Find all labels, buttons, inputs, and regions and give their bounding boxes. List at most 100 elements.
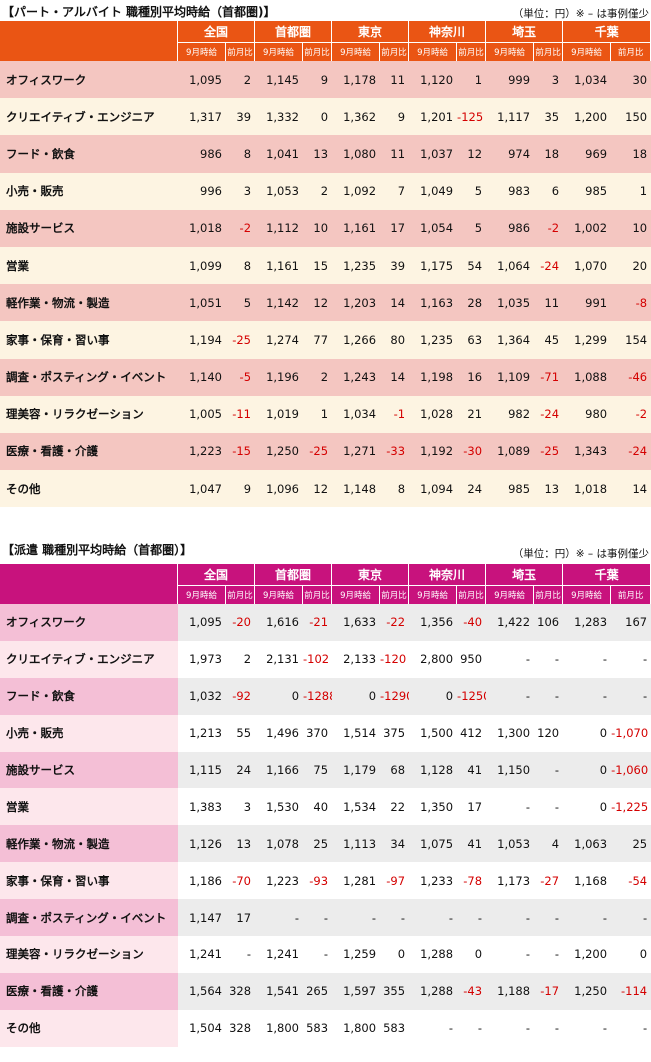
- change-sub-header: 前月比: [457, 586, 487, 604]
- month-change-cell: -21: [303, 604, 333, 641]
- month-change-cell: 150: [611, 98, 651, 136]
- month-change-cell: 1: [611, 172, 651, 210]
- month-change-cell: 950: [457, 640, 487, 678]
- hourly-wage-cell: 1,064: [486, 246, 535, 285]
- month-change-cell: -22: [380, 604, 410, 641]
- month-change-cell: -78: [457, 862, 487, 900]
- month-change-cell: -1,070: [611, 714, 651, 752]
- hourly-wage-cell: 1,281: [332, 862, 381, 900]
- hourly-wage-cell: 999: [486, 61, 535, 99]
- hourly-wage-cell: 1,186: [178, 862, 226, 900]
- hourly-wage-cell: 1,126: [178, 825, 226, 863]
- month-change-cell: 265: [303, 972, 333, 1010]
- region-header: 千葉: [563, 564, 651, 586]
- hourly-wage-cell: 1,271: [332, 432, 381, 471]
- hourly-wage-cell: 1,266: [332, 321, 381, 359]
- table-row: 営業 1,383 3 1,530 40 1,534 22 1,350 17- -0 -1,225: [0, 788, 651, 826]
- month-change-cell: -2: [534, 209, 564, 247]
- part-time-wage-section: 【パート・アルバイト 職種別平均時給（首都圏)】 （単位：円）※ – は事例僅少…: [0, 0, 651, 520]
- month-change-cell: 8: [226, 135, 256, 173]
- month-change-cell: 12: [457, 135, 487, 173]
- header-corner: [0, 21, 178, 61]
- hourly-wage-cell: 1,597: [332, 972, 381, 1010]
- change-sub-header: 前月比: [457, 43, 487, 61]
- month-change-cell: 0: [303, 98, 333, 136]
- month-change-cell: 34: [380, 825, 410, 863]
- month-change-cell: 0: [380, 936, 410, 973]
- hourly-wage-cell: 0: [563, 788, 612, 826]
- month-change-cell: 0: [611, 936, 651, 973]
- month-change-cell: 106: [534, 604, 564, 641]
- month-change-cell: 15: [303, 246, 333, 285]
- month-change-cell: -30: [457, 432, 487, 471]
- month-change-cell: -1: [380, 395, 410, 433]
- hourly-wage-cell: 1,028: [409, 395, 458, 433]
- month-change-cell: 11: [380, 135, 410, 173]
- hourly-wage-cell: 1,002: [563, 209, 612, 247]
- hourly-wage-cell: 1,078: [255, 825, 304, 863]
- hourly-wage-cell: 1,356: [409, 604, 458, 641]
- table-row: フード・飲食1,032-920-12880-12900-1250----: [0, 677, 651, 715]
- month-change-cell: 4: [534, 825, 564, 863]
- month-change-cell: 63: [457, 321, 487, 359]
- hourly-wage-cell: 1,166: [255, 751, 304, 789]
- table-row: オフィスワーク 1,095 -20 1,616 -21 1,633 -22 1,356 -40 1…: [0, 604, 651, 641]
- hourly-wage-cell: 1,168: [563, 862, 612, 900]
- hourly-wage-cell: 1,504: [178, 1009, 226, 1047]
- month-change-cell: -54: [611, 862, 651, 900]
- month-change-cell: 10: [611, 209, 651, 247]
- wage-sub-header: 9月時給: [178, 586, 226, 604]
- part-time-table-title: 【パート・アルバイト 職種別平均時給（首都圏)】: [2, 5, 276, 19]
- month-change-cell: 55: [226, 714, 256, 752]
- change-sub-header: 前月比: [534, 586, 564, 604]
- month-change-cell: -17: [534, 972, 564, 1010]
- month-change-cell: -70: [226, 862, 256, 900]
- hourly-wage-cell: 1,161: [255, 246, 304, 285]
- job-category-label: 理美容・リラクゼーション: [0, 395, 178, 433]
- month-change-cell: 14: [611, 470, 651, 508]
- hourly-wage-cell: 1,032: [178, 677, 226, 715]
- month-change-cell: 8: [380, 470, 410, 508]
- hourly-wage-cell: 1,115: [178, 751, 226, 789]
- job-category-label: その他: [0, 470, 178, 508]
- hourly-wage-cell: 1,005: [178, 395, 226, 433]
- hourly-wage-cell: 1,223: [178, 432, 226, 471]
- wage-sub-header: 9月時給: [332, 586, 381, 604]
- month-change-cell: -93: [303, 862, 333, 900]
- month-change-cell: 17: [226, 899, 256, 937]
- hourly-wage-cell: 0: [332, 677, 381, 715]
- table-row: 家事・保育・習い事 1,194 -25 1,274 77 1,266 80 1,235 63 1,…: [0, 321, 651, 359]
- hourly-wage-cell: -: [563, 677, 612, 715]
- month-change-cell: -33: [380, 432, 410, 471]
- month-change-cell: 28: [457, 284, 487, 322]
- hourly-wage-cell: 1,235: [332, 246, 381, 285]
- month-change-cell: 24: [457, 470, 487, 508]
- dispatch-unit-note: （単位：円）※ – は事例僅少: [512, 548, 649, 560]
- month-change-cell: -2: [611, 395, 651, 433]
- job-category-label: 施設サービス: [0, 209, 178, 247]
- month-change-cell: 13: [534, 470, 564, 508]
- hourly-wage-cell: 1,053: [486, 825, 535, 863]
- sub-header-row: 9月時給 前月比 9月時給 前月比 9月時給 前月比 9月時給 前月比 9月時給 前月比 9月時給前…: [0, 43, 651, 61]
- job-category-label: 家事・保育・習い事: [0, 321, 178, 359]
- wage-sub-header: 9月時給: [255, 586, 304, 604]
- month-change-cell: -97: [380, 862, 410, 900]
- hourly-wage-cell: -: [409, 1009, 458, 1047]
- hourly-wage-cell: 1,530: [255, 788, 304, 826]
- month-change-cell: 17: [457, 788, 487, 826]
- month-change-cell: 167: [611, 604, 651, 641]
- hourly-wage-cell: -: [486, 677, 535, 715]
- hourly-wage-cell: 1,049: [409, 172, 458, 210]
- hourly-wage-cell: 1,192: [409, 432, 458, 471]
- hourly-wage-cell: 1,288: [409, 936, 458, 973]
- hourly-wage-cell: 1,299: [563, 321, 612, 359]
- hourly-wage-cell: 1,094: [409, 470, 458, 508]
- change-sub-header: 前月比: [380, 586, 410, 604]
- hourly-wage-cell: 1,037: [409, 135, 458, 173]
- job-category-label: 理美容・リラクゼーション: [0, 936, 178, 973]
- hourly-wage-cell: 0: [255, 677, 304, 715]
- hourly-wage-cell: -: [332, 899, 381, 937]
- hourly-wage-cell: 1,047: [178, 470, 226, 508]
- month-change-cell: -: [534, 751, 564, 789]
